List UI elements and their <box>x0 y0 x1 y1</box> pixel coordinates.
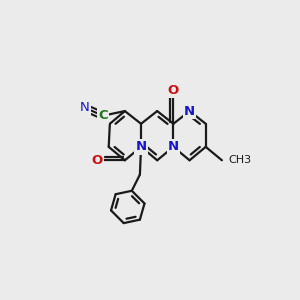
Text: N: N <box>168 140 179 153</box>
Text: O: O <box>168 84 179 97</box>
Text: O: O <box>92 154 103 167</box>
Text: CH3: CH3 <box>228 155 251 165</box>
Text: N: N <box>184 105 195 118</box>
Text: N: N <box>136 140 147 153</box>
Text: C: C <box>98 109 108 122</box>
Text: N: N <box>80 101 89 114</box>
